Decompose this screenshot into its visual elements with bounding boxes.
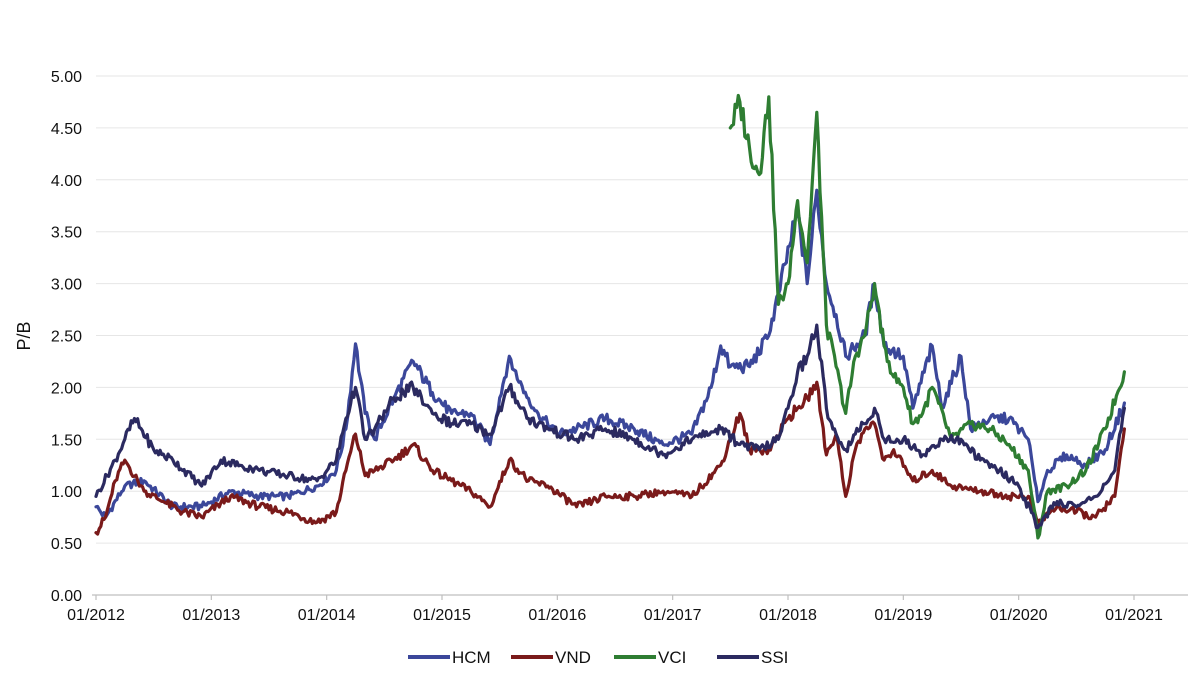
x-tick-label: 01/2014 [298,607,356,624]
x-tick-label: 01/2013 [182,607,240,624]
y-tick-label: 1.50 [51,432,82,449]
legend: HCM VND VCI SSI [408,648,788,667]
gridlines [96,75,1188,544]
y-tick-label: 0.50 [51,536,82,553]
legend-label-hcm: HCM [452,648,491,667]
legend-label-ssi: SSI [761,648,788,667]
y-tick-label: 4.00 [51,173,82,190]
x-tick-label: 01/2019 [874,607,932,624]
axes: 0.00 0.50 1.00 1.50 2.00 2.50 3.00 3.50 4.00 4.50… [51,69,1188,624]
x-tick-label: 01/2012 [67,607,125,624]
y-tick-label: 3.50 [51,225,82,242]
y-tick-label: 2.50 [51,329,82,346]
series-line-ssi [94,323,1126,530]
series-lines [94,93,1126,540]
y-tick-label: 0.00 [51,588,82,605]
series-line-hcm [94,188,1126,519]
legend-label-vci: VCI [658,648,686,667]
x-tick-label: 01/2018 [759,607,817,624]
series-line-vci [728,93,1126,540]
x-tick-label: 01/2020 [990,607,1048,624]
y-axis-title: P/B [14,321,34,350]
y-tick-label: 1.00 [51,484,82,501]
y-tick-label: 3.00 [51,277,82,294]
x-tick-label: 01/2015 [413,607,471,624]
y-tick-label: 5.00 [51,69,82,86]
series-line-vnd [94,380,1126,536]
x-tick-label: 01/2021 [1105,607,1163,624]
x-tick-label: 01/2017 [644,607,702,624]
x-tick-label: 01/2016 [528,607,586,624]
y-tick-label: 2.00 [51,380,82,397]
y-tick-label: 4.50 [51,121,82,138]
legend-label-vnd: VND [555,648,591,667]
